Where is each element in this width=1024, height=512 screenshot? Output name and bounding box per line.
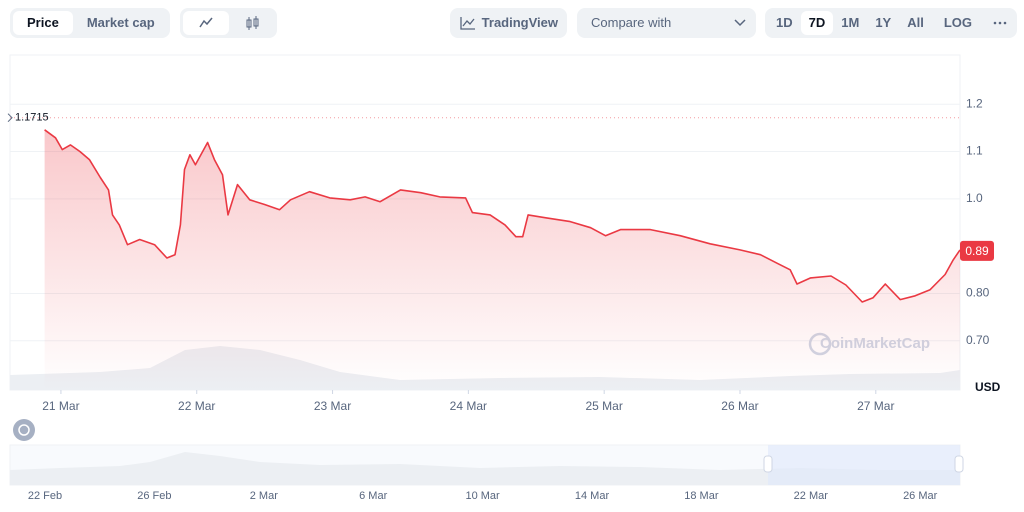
current-price-label: 0.89 — [965, 244, 989, 258]
chevron — [734, 19, 746, 27]
x-tick-label: 21 Mar — [42, 399, 79, 413]
volume-area — [10, 346, 960, 390]
candle-icon — [246, 16, 259, 30]
navigator-handle[interactable] — [763, 455, 773, 473]
view-toggle: Price Market cap — [10, 8, 170, 38]
navigator-label: 22 Mar — [794, 490, 829, 502]
navigator-volume — [10, 452, 960, 485]
range-button[interactable]: All — [907, 15, 924, 30]
range-button[interactable]: 1M — [841, 15, 860, 30]
line-icon — [199, 17, 213, 28]
compare-label: Compare with — [591, 15, 672, 30]
navigator — [9, 444, 961, 486]
market-cap-tab[interactable]: Market cap — [86, 15, 155, 30]
x-tick-label: 27 Mar — [857, 399, 894, 413]
current-price-tag — [960, 240, 994, 261]
watermark: CoinMarketCap — [820, 335, 930, 352]
y-tick-label: 0.80 — [966, 286, 990, 300]
navigator-selection[interactable] — [768, 445, 960, 485]
navigator-label: 26 Feb — [137, 490, 171, 502]
open-price-marker — [7, 113, 13, 123]
range-toggle: 1D 7D 1M 1Y All LOG — [765, 8, 1017, 38]
plot-frame — [9, 54, 961, 391]
more-button[interactable] — [984, 11, 1016, 35]
navigator-label: 22 Feb — [28, 490, 62, 502]
x-tick-label: 23 Mar — [314, 399, 351, 413]
price-area — [44, 129, 961, 391]
range-button[interactable]: 7D — [800, 11, 834, 35]
navigator-handle[interactable] — [954, 455, 964, 473]
tradingview-label: TradingView — [481, 15, 558, 30]
history-button[interactable] — [13, 419, 35, 441]
line-chart-button[interactable] — [183, 11, 229, 35]
open-price-label: 1.1715 — [15, 112, 49, 124]
x-tick-label: 24 Mar — [450, 399, 487, 413]
navigator-label: 14 Mar — [575, 490, 610, 502]
dots — [993, 21, 1007, 25]
tv-icon — [460, 17, 475, 30]
y-tick-label: 1.1 — [966, 144, 983, 158]
navigator-label: 10 Mar — [465, 490, 500, 502]
log-button[interactable]: LOG — [943, 15, 973, 30]
range-button[interactable]: 1D — [776, 15, 793, 30]
navigator-label: 6 Mar — [359, 490, 387, 502]
chart-type-toggle — [180, 8, 277, 38]
navigator-label: 2 Mar — [250, 490, 278, 502]
x-tick-label: 22 Mar — [178, 399, 215, 413]
navigator-label: 26 Mar — [903, 490, 938, 502]
watermark-logo — [808, 332, 832, 356]
compare-dropdown[interactable]: Compare with — [577, 8, 756, 38]
tradingview-button[interactable]: TradingView — [450, 8, 567, 38]
price-line — [44, 129, 961, 303]
y-tick-label: 1.0 — [966, 191, 983, 205]
range-button[interactable]: 1Y — [875, 15, 892, 30]
candle-chart-button[interactable] — [229, 11, 275, 35]
currency-label: USD — [975, 380, 1001, 394]
navigator-label: 18 Mar — [684, 490, 719, 502]
price-tab[interactable]: Price — [13, 11, 73, 35]
y-tick-label: 0.70 — [966, 333, 990, 347]
x-tick-label: 26 Mar — [721, 399, 758, 413]
history-icon — [18, 424, 30, 436]
y-tick-label: 1.2 — [966, 96, 983, 110]
x-tick-label: 25 Mar — [585, 399, 622, 413]
